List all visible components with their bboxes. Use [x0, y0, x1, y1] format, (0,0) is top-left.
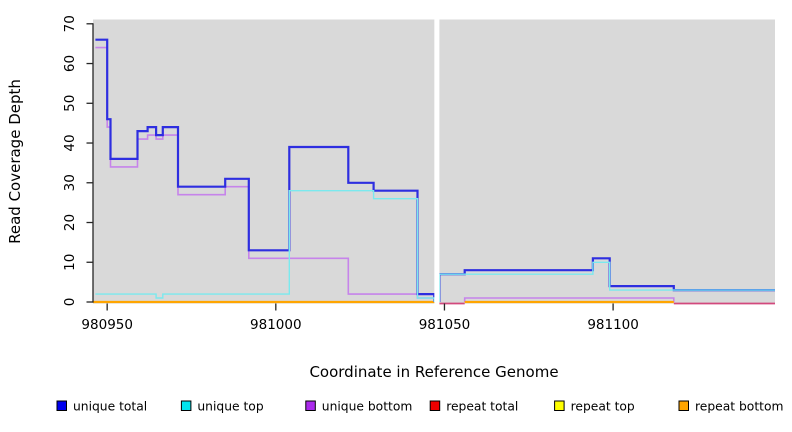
legend-label-repeat-top: repeat top — [571, 400, 635, 414]
y-tick-label: 70 — [62, 15, 78, 32]
series-line-unique-bottom — [463, 297, 675, 302]
legend-label-unique-total: unique total — [73, 400, 147, 414]
series-line-unique-top — [95, 190, 435, 302]
legend-label-repeat-total: repeat total — [446, 400, 518, 414]
y-tick-label: 30 — [62, 174, 78, 191]
y-tick-label: 10 — [62, 254, 78, 271]
legend-swatch-repeat-total — [429, 400, 441, 411]
legend-label-repeat-bottom: repeat bottom — [695, 400, 783, 414]
legend-label-unique-bottom: unique bottom — [322, 400, 413, 414]
plot-panel — [93, 19, 775, 304]
y-tick-label: 20 — [62, 214, 78, 231]
x-tick-label: 980950 — [81, 317, 133, 333]
x-tick-label: 981000 — [250, 317, 302, 333]
x-axis-title: Coordinate in Reference Genome — [309, 363, 558, 381]
y-tick-label: 40 — [62, 134, 78, 151]
coverage-gap-band — [434, 19, 440, 304]
series-line-unique-top — [438, 261, 775, 302]
y-tick-label: 50 — [62, 95, 78, 112]
legend-swatch-unique-bottom — [305, 400, 316, 411]
x-tick-label: 981100 — [587, 317, 639, 333]
x-tick-label: 981050 — [419, 317, 471, 333]
legend-swatch-repeat-top — [554, 400, 565, 411]
legend-label-unique-top: unique top — [197, 400, 263, 414]
y-tick-label: 0 — [62, 298, 78, 307]
series-line-unique-total — [95, 38, 436, 302]
legend-swatch-unique-top — [180, 400, 192, 411]
y-axis-title: Read Coverage Depth — [6, 79, 24, 244]
y-tick-label: 60 — [62, 55, 78, 72]
legend-swatch-unique-total — [56, 400, 67, 411]
legend-swatch-repeat-bottom — [678, 400, 689, 411]
